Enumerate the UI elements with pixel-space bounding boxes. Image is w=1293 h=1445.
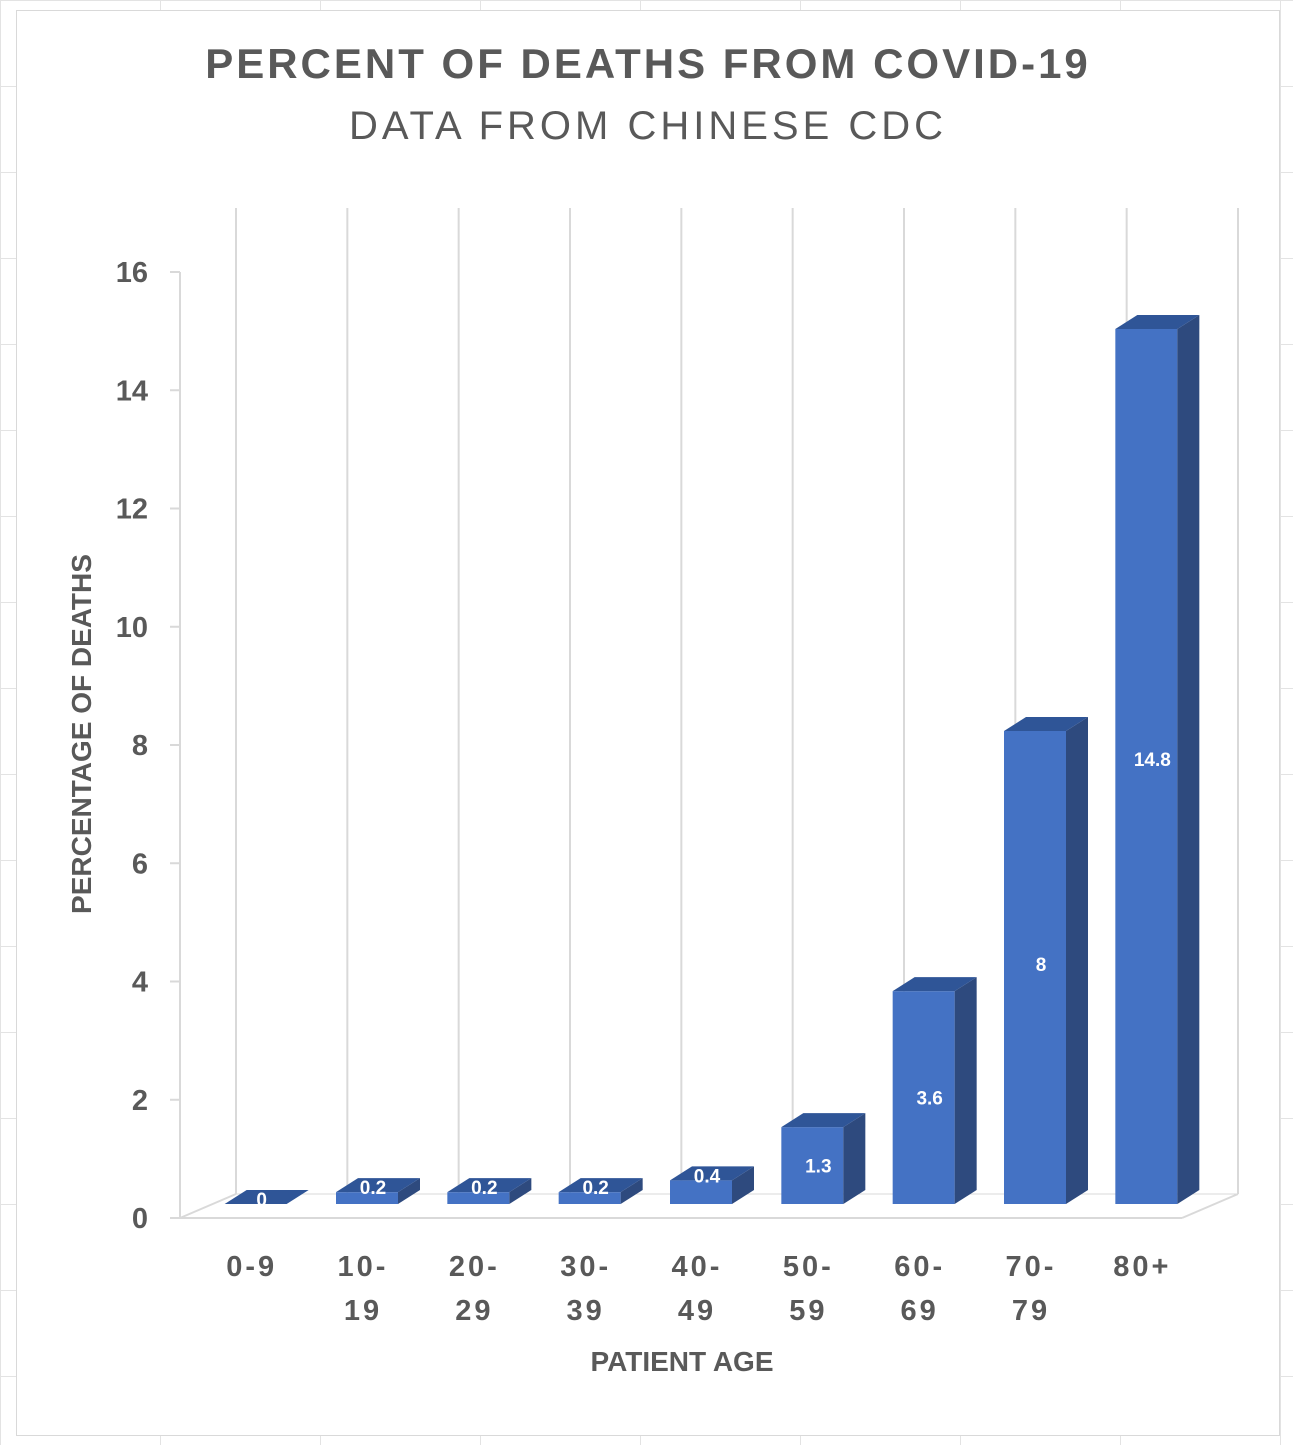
- bar-side-8: [1177, 314, 1200, 1204]
- data-label: 8: [1036, 955, 1047, 976]
- bar-top-7: [1004, 717, 1088, 731]
- x-tick-label: 40-: [672, 1251, 723, 1283]
- bar-front-5: [781, 1127, 844, 1204]
- x-tick-label: 30-: [560, 1251, 611, 1283]
- bar-side-5: [843, 1113, 866, 1204]
- data-label: 3.6: [916, 1089, 942, 1110]
- chart-title: PERCENT OF DEATHS FROM COVID-19: [205, 40, 1091, 87]
- y-tick-label: 0: [132, 1203, 148, 1235]
- x-tick-label: 60-: [894, 1251, 945, 1283]
- x-tick-label: 80+: [1113, 1251, 1171, 1283]
- data-label: 14.8: [1134, 750, 1171, 771]
- bar-front-3: [558, 1192, 621, 1204]
- y-tick-label: 14: [116, 375, 148, 407]
- x-tick-label: 20-: [449, 1251, 500, 1283]
- data-label: 0: [256, 1190, 267, 1211]
- y-tick-label: 2: [132, 1085, 148, 1117]
- bar-side-6: [954, 977, 977, 1204]
- y-tick-label: 6: [132, 848, 148, 880]
- x-tick-label: 50-: [783, 1251, 834, 1283]
- bar-top-3: [558, 1178, 643, 1193]
- x-tick-label: 69: [901, 1295, 939, 1327]
- bar-side-3: [620, 1178, 643, 1204]
- data-label: 0.2: [582, 1178, 608, 1199]
- x-tick-label: 79: [1012, 1295, 1050, 1327]
- bar-side-2: [509, 1178, 532, 1204]
- data-label: 1.3: [805, 1157, 831, 1178]
- x-tick-label: 0-9: [226, 1251, 277, 1283]
- x-tick-label: 49: [678, 1295, 716, 1327]
- bar-front-1: [336, 1192, 398, 1204]
- bar-top-6: [892, 977, 977, 992]
- bar-top-2: [447, 1178, 532, 1193]
- data-label: 0.4: [694, 1166, 721, 1187]
- x-tick-label: 59: [789, 1295, 827, 1327]
- data-label: 0.2: [360, 1178, 386, 1199]
- x-tick-label: 29: [455, 1295, 493, 1327]
- y-tick-label: 10: [116, 612, 148, 644]
- floor-right-edge: [1181, 1193, 1239, 1219]
- bar-top-5: [781, 1113, 866, 1128]
- x-tick-label: 70-: [1006, 1251, 1057, 1283]
- bar-top-1: [336, 1178, 420, 1193]
- bar-side-4: [732, 1166, 754, 1204]
- x-tick-label: 39: [567, 1295, 605, 1327]
- y-axis-title: PERCENTAGE OF DEATHS: [66, 554, 97, 914]
- bar-top-8: [1115, 314, 1200, 329]
- bar-side-7: [1066, 717, 1088, 1204]
- bar-front-4: [670, 1180, 732, 1204]
- y-tick-label: 16: [116, 257, 148, 289]
- y-tick-label: 4: [132, 967, 148, 999]
- chart-subtitle: DATA FROM CHINESE CDC: [348, 104, 948, 148]
- floor-left-edge: [179, 1193, 237, 1219]
- bar-side-1: [398, 1178, 420, 1204]
- bar-front-2: [447, 1192, 510, 1204]
- bar-front-6: [892, 991, 955, 1204]
- bar-front-8: [1115, 328, 1178, 1204]
- y-tick-label: 12: [116, 494, 148, 526]
- bar-front-7: [1004, 731, 1066, 1204]
- y-tick-label: 8: [132, 730, 148, 762]
- x-tick-label: 10-: [338, 1251, 389, 1283]
- x-tick-label: 19: [344, 1295, 382, 1327]
- x-axis-title: PATIENT AGE: [590, 1346, 774, 1377]
- data-label: 0.2: [471, 1178, 497, 1199]
- bar-top-0: [224, 1190, 309, 1204]
- bar-top-4: [670, 1166, 754, 1181]
